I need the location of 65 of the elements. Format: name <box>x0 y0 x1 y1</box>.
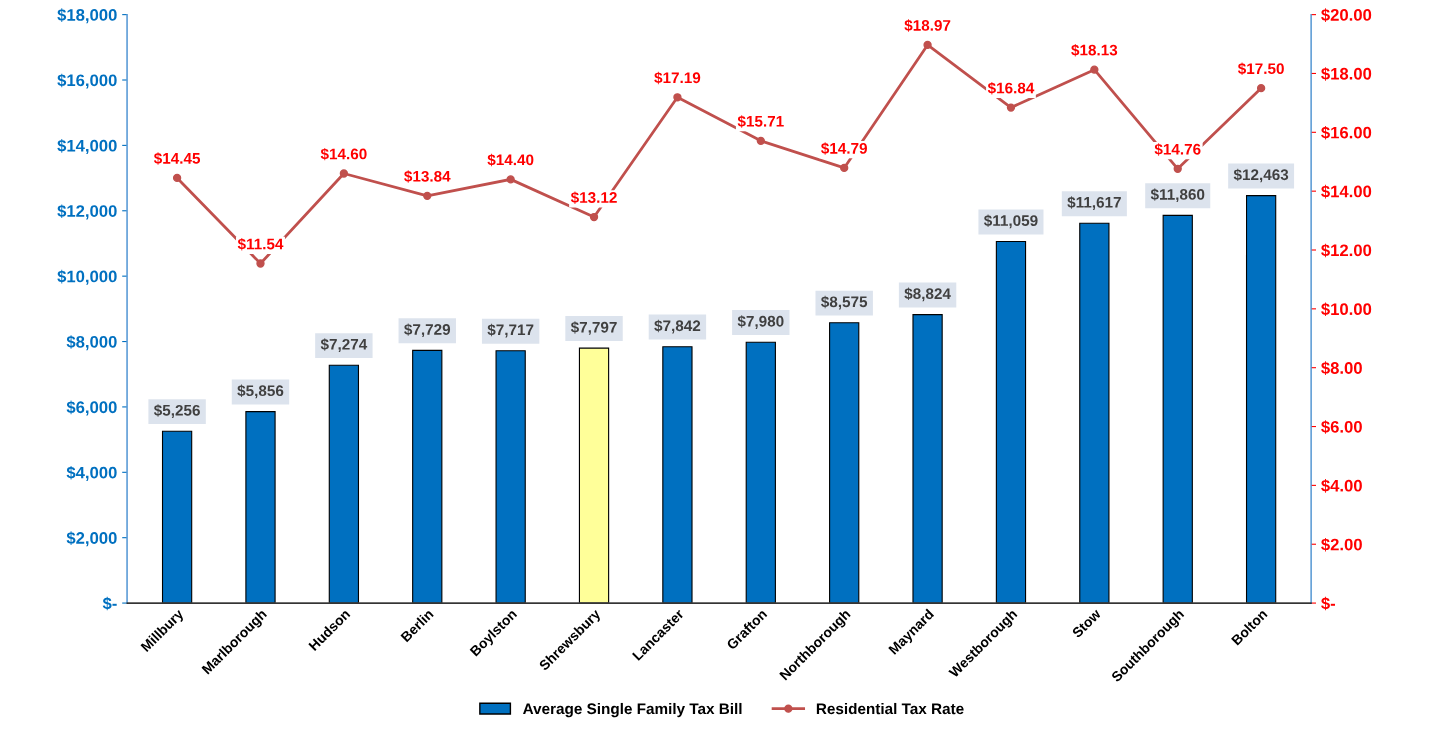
y2-tick-label: $4.00 <box>1321 479 1362 493</box>
y2-tick-label: $10.00 <box>1321 302 1372 317</box>
data-label: $14.45 <box>153 152 201 165</box>
data-label: $18.97 <box>904 19 951 32</box>
data-label: $14.40 <box>487 153 534 167</box>
point <box>923 40 932 50</box>
data-label: $7,274 <box>320 338 368 352</box>
data-label: $13.84 <box>404 170 451 183</box>
point <box>1256 84 1266 93</box>
y-tick-label: $4,000 <box>66 465 117 481</box>
data-label: $14.60 <box>320 147 367 161</box>
legend-label: Residential Tax Rate <box>816 702 964 715</box>
y-tick-label: $10,000 <box>57 269 117 285</box>
point <box>1006 103 1016 112</box>
data-label: $7,797 <box>570 321 617 335</box>
y-tick-label: $6,000 <box>66 400 117 416</box>
data-label: $5,256 <box>153 404 200 418</box>
y-tick-label: $8,000 <box>66 335 117 351</box>
data-label: $8,575 <box>821 295 868 310</box>
data-label: $12,463 <box>1233 168 1289 183</box>
y2-tick-label: $16.00 <box>1321 125 1372 140</box>
data-label: $11,059 <box>983 214 1038 229</box>
data-label: $14.76 <box>1154 143 1201 156</box>
data-label: $7,717 <box>487 323 534 338</box>
y2-tick-label: $6.00 <box>1321 420 1362 434</box>
y2-tick-label: $- <box>1321 596 1336 611</box>
y-tick-label: $16,000 <box>57 73 117 89</box>
data-label: $11,617 <box>1067 196 1121 210</box>
point <box>339 169 349 178</box>
data-label: $7,729 <box>404 323 451 338</box>
point <box>1173 164 1182 173</box>
point <box>423 191 432 201</box>
y-tick-label: $12,000 <box>57 204 117 220</box>
point <box>256 259 265 268</box>
data-label: $14.79 <box>821 142 867 155</box>
y2-tick-label: $18.00 <box>1321 67 1372 81</box>
legend-label: Average Single Family Tax Bill <box>523 702 742 718</box>
point <box>172 173 182 183</box>
y2-tick-label: $12.00 <box>1321 243 1372 258</box>
point <box>506 175 515 184</box>
data-label: $17.50 <box>1237 62 1284 76</box>
data-label: $13.12 <box>570 191 617 204</box>
point <box>673 93 682 102</box>
data-label: $18.13 <box>1071 44 1118 57</box>
data-label: $15.71 <box>737 115 784 128</box>
data-label: $17.19 <box>654 71 701 85</box>
data-label: $16.84 <box>987 81 1035 95</box>
data-label: $11.54 <box>237 237 284 251</box>
point <box>756 136 765 146</box>
point <box>1090 65 1099 74</box>
point <box>840 163 849 173</box>
data-label: $7,980 <box>737 315 784 329</box>
y-tick-label: $- <box>102 596 117 611</box>
y2-tick-label: $8.00 <box>1321 361 1362 375</box>
y-tick-label: $2,000 <box>66 531 117 547</box>
y-tick-label: $14,000 <box>57 139 117 155</box>
y2-tick-label: $20.00 <box>1321 8 1372 22</box>
point <box>589 212 599 222</box>
data-label: $5,856 <box>237 384 284 399</box>
data-label: $8,824 <box>904 287 951 302</box>
y2-tick-label: $14.00 <box>1321 184 1372 199</box>
y-tick-label: $18,000 <box>57 8 117 24</box>
data-label: $7,842 <box>654 319 701 334</box>
data-label: $11,860 <box>1150 188 1205 203</box>
y2-tick-label: $2.00 <box>1321 537 1362 552</box>
